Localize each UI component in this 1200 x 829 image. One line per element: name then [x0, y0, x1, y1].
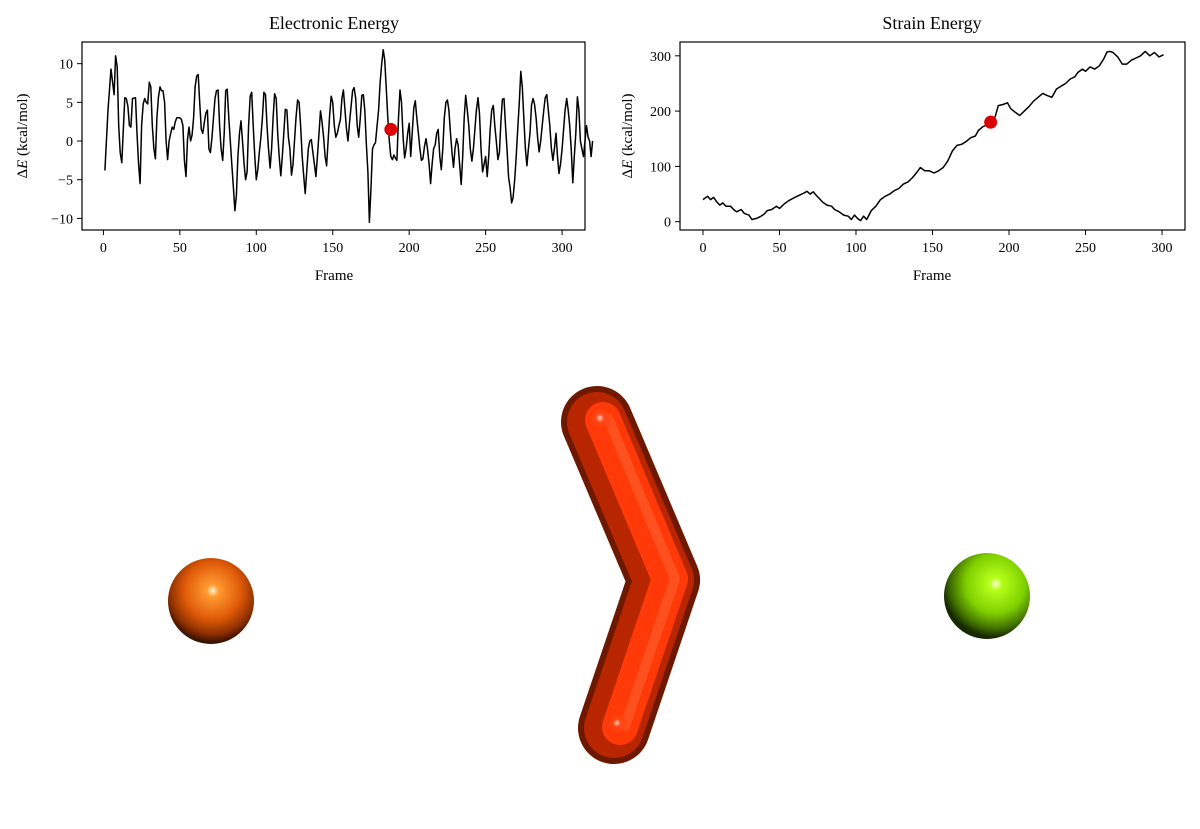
- y-axis-label: ΔE (kcal/mol): [15, 93, 31, 178]
- orange-atom: [168, 558, 254, 644]
- x-axis-label: Frame: [315, 268, 354, 284]
- x-tick-label: 150: [322, 241, 343, 256]
- chart-title: Strain Energy: [882, 13, 981, 33]
- x-tick-label: 150: [922, 241, 943, 256]
- current-frame-marker: [984, 115, 998, 129]
- strain-energy-panel: Strain Energy 0 50 100 150 200 250 300 0 100 200…: [620, 13, 1186, 284]
- plot-frame: [81, 41, 586, 231]
- y-tick-label: 10: [59, 58, 73, 73]
- x-tick-label: 50: [173, 241, 187, 256]
- x-tick-label: 0: [100, 241, 107, 256]
- x-tick-label: 300: [1152, 241, 1173, 256]
- chart-title: Electronic Energy: [269, 13, 399, 33]
- y-tick-label: −10: [51, 212, 73, 227]
- molecule-render: [168, 386, 1030, 764]
- y-tick-label: 200: [650, 105, 671, 120]
- bent-bond: [561, 386, 700, 764]
- x-tick-label: 250: [475, 241, 496, 256]
- y-axis-label: ΔE (kcal/mol): [620, 93, 636, 178]
- current-frame-marker: [384, 122, 398, 136]
- x-tick-label: 300: [552, 241, 573, 256]
- x-tick-label: 50: [772, 241, 786, 256]
- y-tick-label: 300: [650, 50, 671, 65]
- electronic-energy-panel: Electronic Energy 0 50 100 150 200 250 300 −10…: [15, 13, 594, 284]
- series-line: [702, 50, 1164, 222]
- x-tick-label: 0: [699, 241, 706, 256]
- x-tick-label: 200: [399, 241, 420, 256]
- plot-frame: [679, 41, 1186, 231]
- series-line: [104, 48, 594, 224]
- x-axis-label: Frame: [913, 268, 952, 284]
- x-tick-label: 100: [845, 241, 866, 256]
- x-tick-label: 100: [246, 241, 267, 256]
- y-tick-label: −5: [58, 174, 73, 189]
- x-tick-label: 250: [1075, 241, 1096, 256]
- energy-charts: Electronic Energy 0 50 100 150 200 250 300 −10…: [15, 13, 1186, 284]
- y-tick-label: 0: [664, 216, 671, 231]
- x-tick-label: 200: [999, 241, 1020, 256]
- y-tick-label: 100: [650, 160, 671, 175]
- y-tick-label: 0: [66, 135, 73, 150]
- green-atom: [944, 553, 1030, 639]
- y-tick-label: 5: [66, 96, 73, 111]
